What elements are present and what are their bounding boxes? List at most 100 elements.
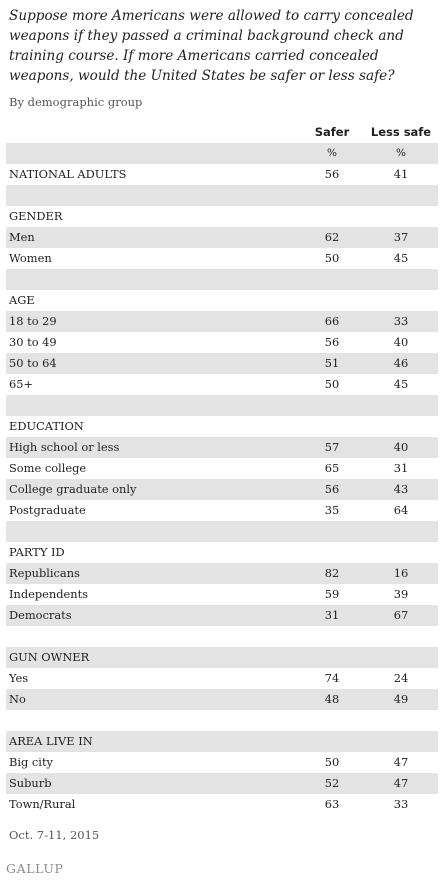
value-safer: 35 [324,503,340,517]
value-safer: 56 [324,335,340,349]
value-less-safe: 40 [393,335,409,349]
group-header: AGE [9,293,35,307]
value-less-safe: 45 [393,377,409,391]
row-label: 50 to 64 [9,356,57,370]
group-header-row: AREA LIVE IN [6,731,438,752]
group-header: AREA LIVE IN [9,734,93,748]
row-label: 18 to 29 [9,314,57,328]
value-less-safe: 37 [393,230,409,244]
row-label: Suburb [9,776,52,790]
value-safer: 82 [324,566,340,580]
group-header-row: AGE [6,290,438,311]
table-row: Town/Rural 63 33 [6,794,438,815]
table-row: Men 62 37 [6,227,438,248]
table-row: Postgraduate 35 64 [6,500,438,521]
table-row: High school or less 57 40 [6,437,438,458]
value-less-safe: 43 [393,482,409,496]
row-label: 30 to 49 [9,335,57,349]
table-row: 50 to 64 51 46 [6,353,438,374]
spacer-row [6,185,438,206]
value-less-safe: 49 [393,692,409,706]
chart-subtitle: By demographic group [9,95,143,109]
value-less-safe: 33 [393,314,409,328]
value-safer: 52 [324,776,340,790]
value-safer: 59 [324,587,340,601]
row-label: Men [9,230,35,244]
row-label: Republicans [9,566,80,580]
group-header-row: GUN OWNER [6,647,438,668]
value-less-safe: 45 [393,251,409,265]
table-row: Yes 74 24 [6,668,438,689]
value-less-safe: 47 [393,755,409,769]
table-row: Suburb 52 47 [6,773,438,794]
group-header: GUN OWNER [9,650,90,664]
value-safer: 56 [324,167,340,181]
row-label: No [9,692,26,706]
column-header-less-safe: Less safe [370,125,432,139]
row-label: 65+ [9,377,34,391]
gallup-logo: GALLUP [6,861,64,876]
group-header-row: EDUCATION [6,416,438,437]
value-less-safe: 33 [393,797,409,811]
value-less-safe: 46 [393,356,409,370]
chart-title: Suppose more Americans were allowed to c… [9,8,414,84]
value-less-safe: 39 [393,587,409,601]
spacer-row [6,269,438,290]
group-header: EDUCATION [9,419,84,433]
value-safer: 31 [324,608,340,622]
unit-row: %% [6,143,438,164]
row-label: College graduate only [9,482,137,496]
table-row: 65+ 50 45 [6,374,438,395]
value-safer: 57 [324,440,340,454]
value-safer: 48 [324,692,340,706]
value-safer: 66 [324,314,340,328]
value-safer: 50 [324,755,340,769]
group-header-row: PARTY ID [6,542,438,563]
table-row: Some college 65 31 [6,458,438,479]
spacer-row [6,710,438,731]
value-less-safe: 47 [393,776,409,790]
spacer-row [6,395,438,416]
table-row: Democrats 31 67 [6,605,438,626]
table-row: No 48 49 [6,689,438,710]
row-label: Some college [9,461,87,475]
unit-less-safe: % [396,147,406,159]
group-header: PARTY ID [9,545,65,559]
row-label: Postgraduate [9,503,86,517]
column-header-safer: Safer [314,125,350,139]
value-safer: 65 [324,461,340,475]
value-less-safe: 40 [393,440,409,454]
row-label: Women [9,251,52,265]
table-row: Big city 50 47 [6,752,438,773]
table-row: NATIONAL ADULTS 56 41 [6,164,438,185]
value-less-safe: 64 [393,503,409,517]
value-safer: 51 [324,356,340,370]
row-label: Big city [9,755,53,769]
value-safer: 74 [324,671,340,685]
row-label: High school or less [9,440,120,454]
table-row: Republicans 82 16 [6,563,438,584]
row-label: NATIONAL ADULTS [9,167,127,181]
value-less-safe: 24 [393,671,409,685]
value-less-safe: 31 [393,461,409,475]
table-row: Women 50 45 [6,248,438,269]
table-row: Independents 59 39 [6,584,438,605]
spacer-row [6,521,438,542]
table-row: College graduate only 56 43 [6,479,438,500]
survey-date: Oct. 7-11, 2015 [9,828,100,842]
value-less-safe: 67 [393,608,409,622]
spacer-row [6,626,438,647]
group-header-row: GENDER [6,206,438,227]
table-row: 30 to 49 56 40 [6,332,438,353]
row-label: Town/Rural [9,797,76,811]
group-header: GENDER [9,209,63,223]
value-safer: 62 [324,230,340,244]
row-label: Democrats [9,608,72,622]
value-less-safe: 41 [393,167,409,181]
value-safer: 63 [324,797,340,811]
row-label: Independents [9,587,89,601]
value-less-safe: 16 [393,566,409,580]
value-safer: 56 [324,482,340,496]
value-safer: 50 [324,377,340,391]
row-label: Yes [9,671,29,685]
